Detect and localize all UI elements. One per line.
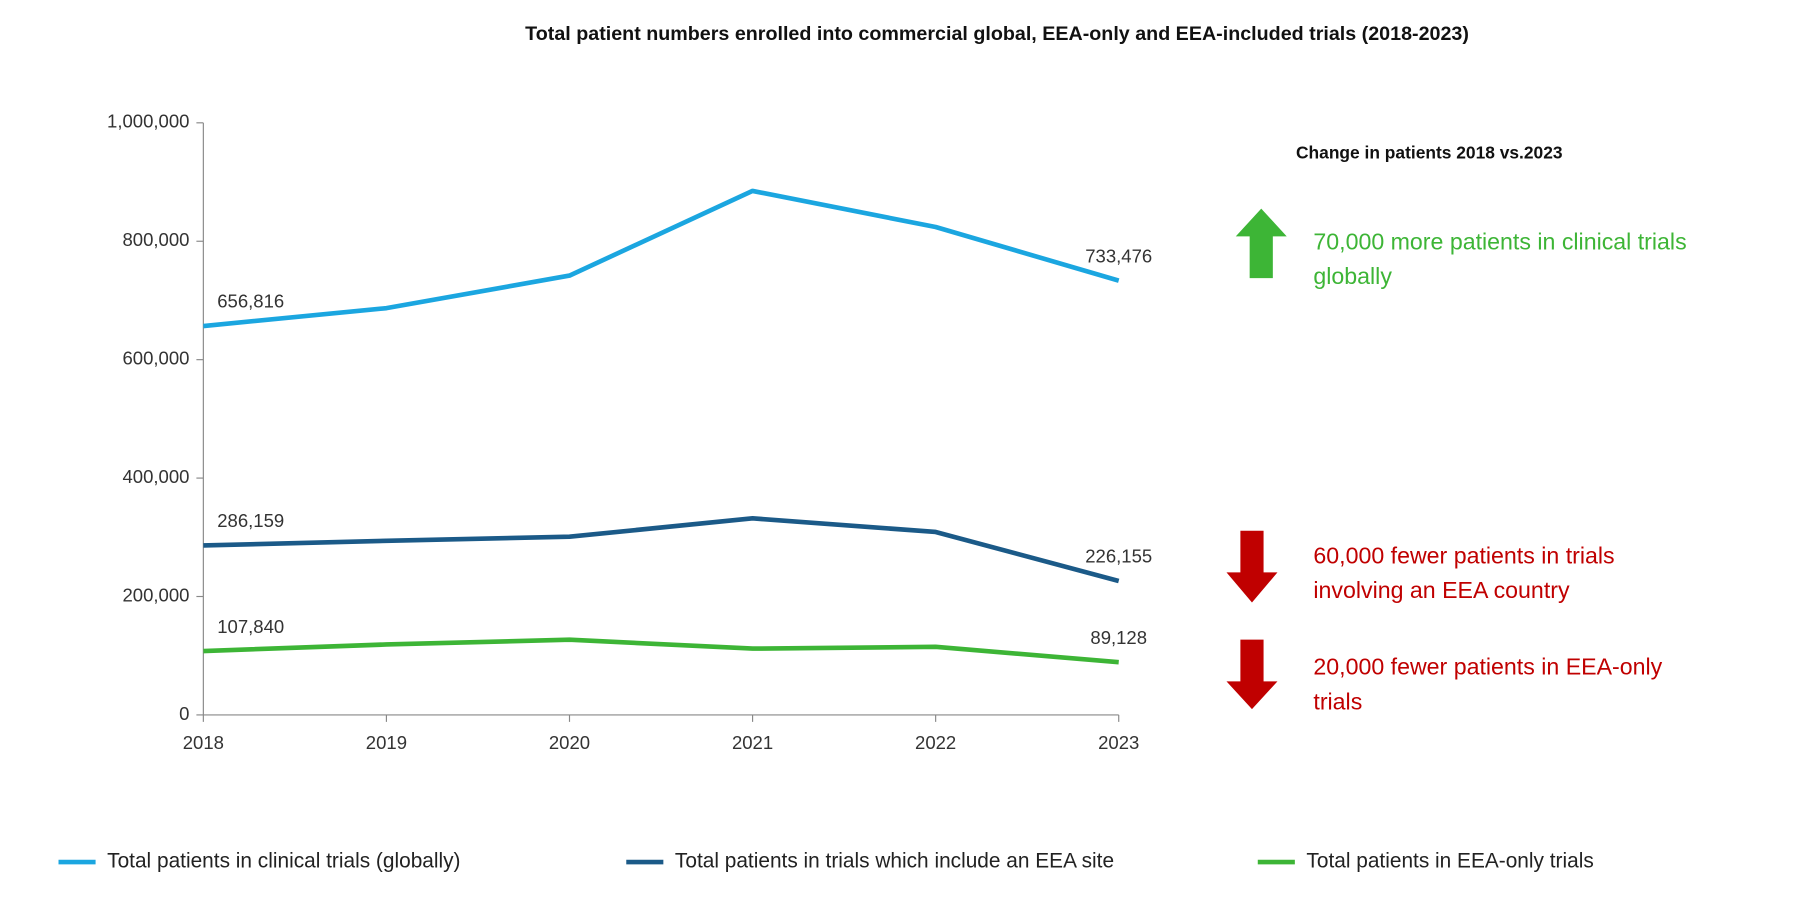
data-label: 107,840	[217, 616, 284, 637]
y-tick-label: 400,000	[123, 466, 190, 487]
y-tick-label: 800,000	[123, 229, 190, 250]
series-line	[203, 516, 1120, 584]
annotation-text: globally	[1313, 263, 1392, 289]
up-arrow	[1235, 208, 1287, 279]
y-tick-label: 1,000,000	[107, 111, 189, 132]
x-tick-label: 2020	[549, 732, 590, 753]
annotation-text: 60,000 fewer patients in trials	[1313, 542, 1614, 568]
series-line	[203, 188, 1120, 329]
y-tick-label: 0	[179, 703, 189, 724]
annotation-text: involving an EEA country	[1313, 577, 1570, 603]
y-tick-label: 600,000	[123, 348, 190, 369]
x-tick-label: 2018	[183, 732, 224, 753]
annotation-text: 20,000 fewer patients in EEA-only	[1313, 654, 1662, 680]
data-label: 656,816	[217, 291, 284, 312]
down-arrow	[1226, 530, 1278, 603]
data-label: 733,476	[1085, 245, 1152, 266]
annotation-text: 70,000 more patients in clinical trials	[1313, 228, 1686, 254]
data-label: 89,128	[1090, 627, 1147, 648]
annotation-text: trials	[1313, 688, 1362, 714]
x-tick-label: 2023	[1098, 732, 1139, 753]
x-tick-label: 2019	[366, 732, 407, 753]
annotation-title: Change in patients 2018 vs.2023	[1296, 143, 1563, 163]
series-line	[203, 637, 1119, 665]
down-arrow	[1226, 639, 1278, 710]
chart-title: Total patient numbers enrolled into comm…	[525, 23, 1469, 45]
y-tick-label: 200,000	[123, 584, 190, 605]
legend-label: Total patients in trials which include a…	[675, 850, 1114, 873]
x-tick-label: 2021	[732, 732, 773, 753]
x-tick-label: 2022	[915, 732, 956, 753]
legend-label: Total patients in clinical trials (globa…	[107, 850, 460, 873]
legend-label: Total patients in EEA-only trials	[1306, 850, 1593, 873]
data-label: 226,155	[1085, 546, 1152, 567]
data-label: 286,159	[217, 510, 284, 531]
